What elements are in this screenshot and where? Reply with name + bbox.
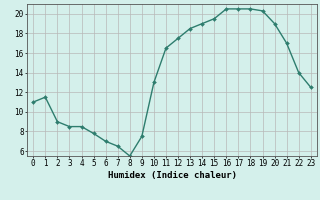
X-axis label: Humidex (Indice chaleur): Humidex (Indice chaleur) [108, 171, 236, 180]
